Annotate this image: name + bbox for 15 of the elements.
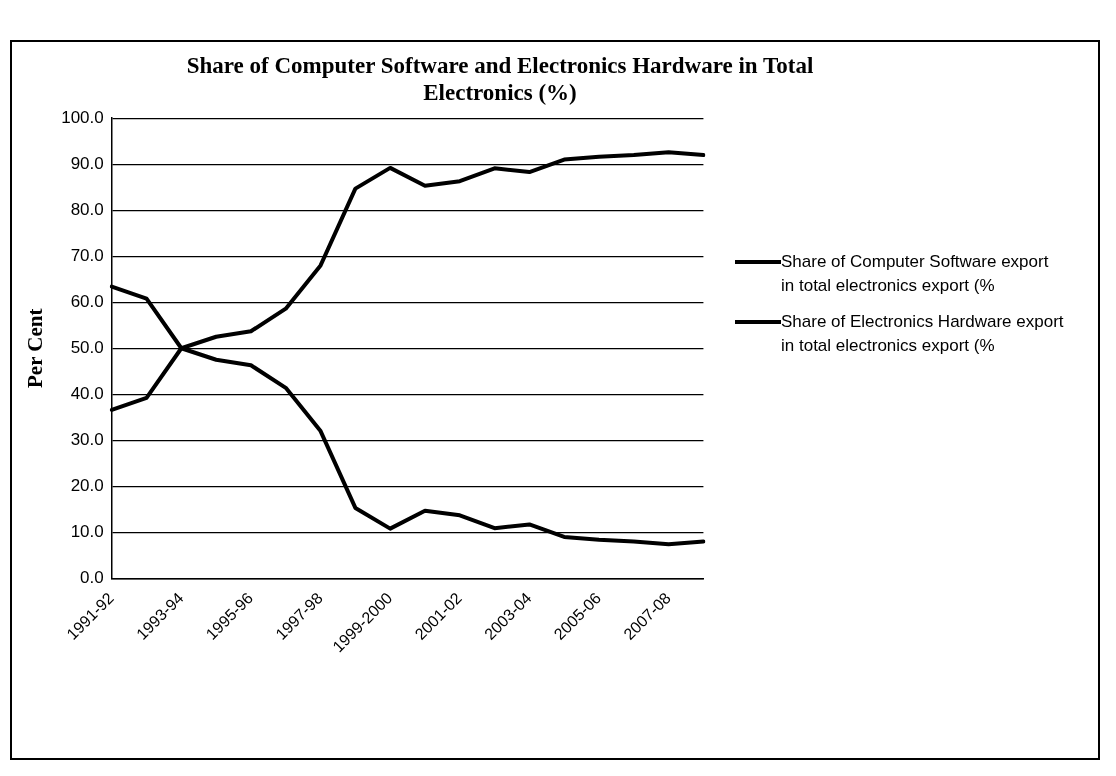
y-tick-label: 70.0 <box>70 245 104 265</box>
y-tick-label: 0.0 <box>80 568 104 588</box>
y-tick-label: 100.0 <box>61 107 104 127</box>
y-tick-label: 40.0 <box>70 383 104 403</box>
y-axis-title: Per Cent <box>23 308 48 389</box>
y-tick-label: 50.0 <box>70 337 104 357</box>
chart-title: Share of Computer Software and Electronics Hardware in Total Electronics (%) <box>185 52 815 106</box>
y-tick-label: 20.0 <box>70 475 104 495</box>
y-tick-label: 10.0 <box>70 521 104 541</box>
y-tick-label: 60.0 <box>70 291 104 311</box>
y-tick-label: 80.0 <box>70 199 104 219</box>
y-tick-label: 30.0 <box>70 429 104 449</box>
legend-label: Share of Computer Software export in total electronics export (% <box>781 251 1050 297</box>
y-tick-label: 90.0 <box>70 153 104 173</box>
legend-label: Share of Electronics Hardware export in total electronics export (% <box>781 311 1065 357</box>
